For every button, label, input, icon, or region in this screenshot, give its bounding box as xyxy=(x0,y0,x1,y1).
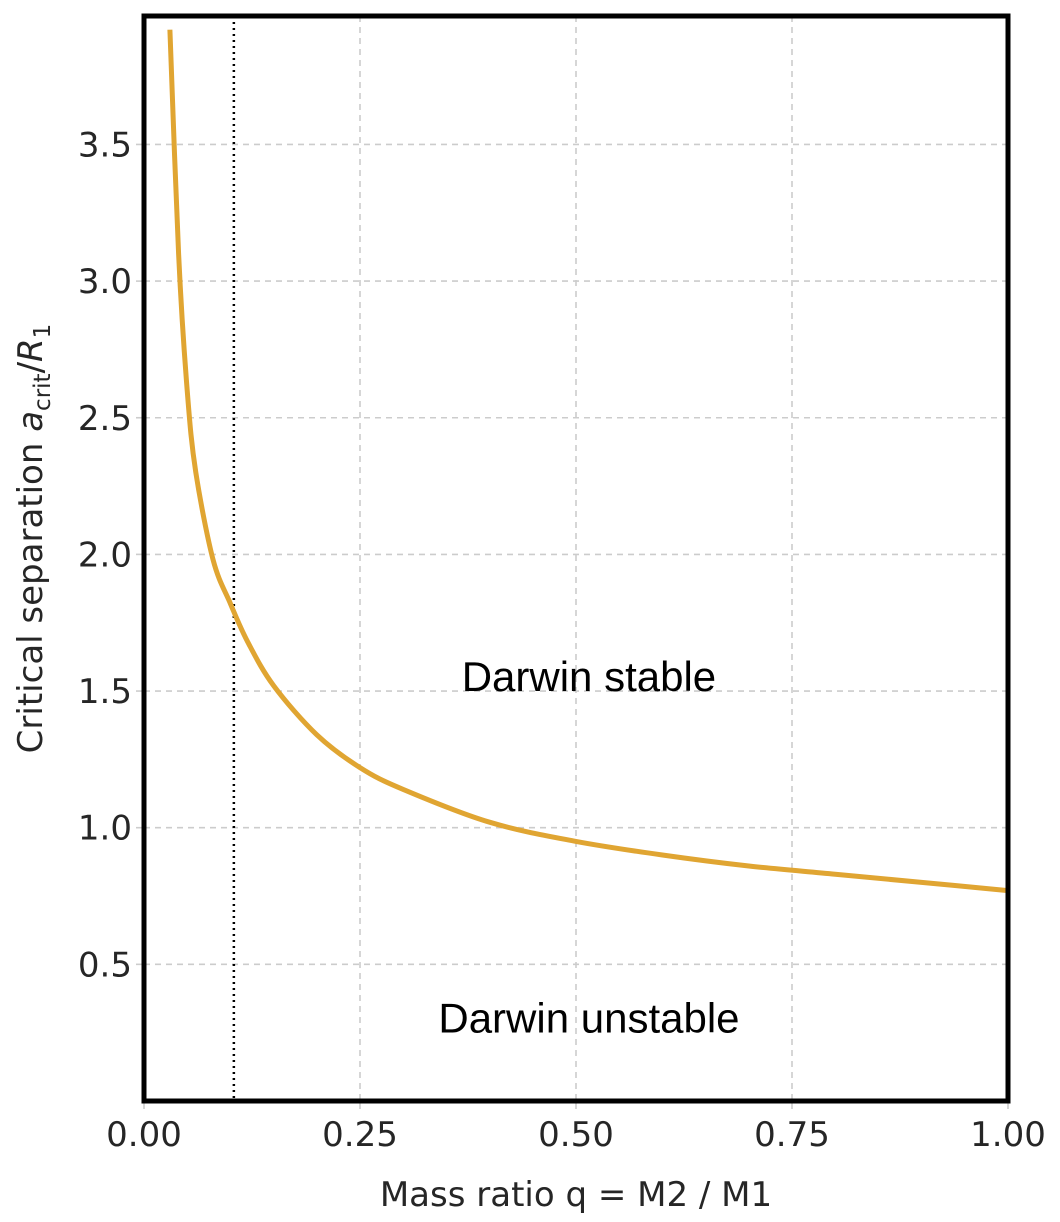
x-tick-label: 0.75 xyxy=(754,1115,830,1155)
y-tick-label: 1.0 xyxy=(78,809,132,849)
annotation-darwin-unstable: Darwin unstable xyxy=(438,995,739,1042)
x-tick-labels: 0.00 0.25 0.50 0.75 1.00 xyxy=(106,1115,1046,1155)
plot-area xyxy=(167,16,1009,1101)
y-tick-label: 3.5 xyxy=(78,125,132,165)
x-axis-label: Mass ratio q = M2 / M1 xyxy=(380,1175,772,1215)
y-tick-label: 3.0 xyxy=(78,262,132,302)
y-tick-label: 2.0 xyxy=(78,535,132,575)
y-tick-labels: 0.5 1.0 1.5 2.0 2.5 3.0 3.5 xyxy=(78,125,132,985)
y-tick-label: 2.5 xyxy=(78,399,132,439)
x-tick-label: 0.50 xyxy=(538,1115,614,1155)
annotation-darwin-stable: Darwin stable xyxy=(462,653,716,700)
x-tick-label: 0.00 xyxy=(106,1115,182,1155)
annotations: Darwin stable Darwin unstable xyxy=(438,653,739,1042)
x-tick-label: 0.25 xyxy=(322,1115,398,1155)
y-axis-label: Critical separation acrit/R1 xyxy=(11,324,56,754)
y-tick-label: 1.5 xyxy=(78,672,132,712)
x-tick-label: 1.00 xyxy=(970,1115,1046,1155)
plot-frame xyxy=(141,13,1011,1104)
grid xyxy=(136,16,1009,1109)
critical-separation-curve xyxy=(167,29,1009,894)
y-tick-label: 0.5 xyxy=(78,945,132,985)
